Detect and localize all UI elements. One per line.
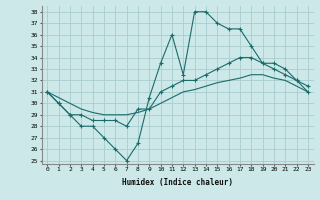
X-axis label: Humidex (Indice chaleur): Humidex (Indice chaleur) xyxy=(122,178,233,187)
